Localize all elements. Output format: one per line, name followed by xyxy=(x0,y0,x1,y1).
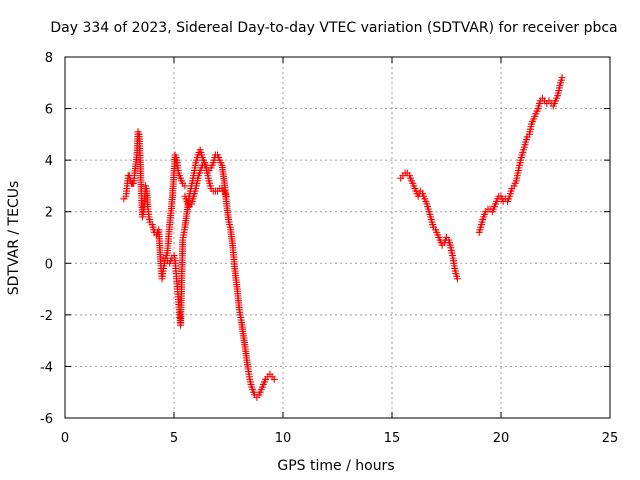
y-tick-label: -6 xyxy=(40,412,53,427)
data-point xyxy=(270,375,278,383)
y-tick-label: 6 xyxy=(45,103,53,118)
y-tick-label: 0 xyxy=(45,257,53,272)
y-tick-label: 2 xyxy=(45,206,53,221)
data-point xyxy=(453,275,461,283)
x-axis-label: GPS time / hours xyxy=(277,458,394,474)
chart-title: Day 334 of 2023, Sidereal Day-to-day VTE… xyxy=(50,20,617,36)
plot-frame xyxy=(64,56,611,419)
x-tick-label: 0 xyxy=(61,431,69,446)
x-tick-label: 20 xyxy=(493,431,510,446)
y-tick-label: -4 xyxy=(40,360,53,375)
y-tick-label: 4 xyxy=(45,154,53,169)
axis-ticks: 0 5 10 15 20 25 -6 -4 -2 0 2 4 6 8 xyxy=(40,51,618,446)
data-point xyxy=(222,192,230,200)
y-tick-label: 8 xyxy=(45,51,53,66)
data-points xyxy=(120,74,566,401)
data-point xyxy=(558,74,566,82)
x-tick-label: 15 xyxy=(384,431,401,446)
data-point xyxy=(181,182,189,190)
x-tick-label: 25 xyxy=(602,431,619,446)
x-tick-label: 5 xyxy=(170,431,178,446)
y-tick-label: -2 xyxy=(40,309,53,324)
grid xyxy=(65,57,610,418)
y-axis-label: SDTVAR / TECUs xyxy=(6,181,22,296)
x-tick-label: 10 xyxy=(275,431,292,446)
